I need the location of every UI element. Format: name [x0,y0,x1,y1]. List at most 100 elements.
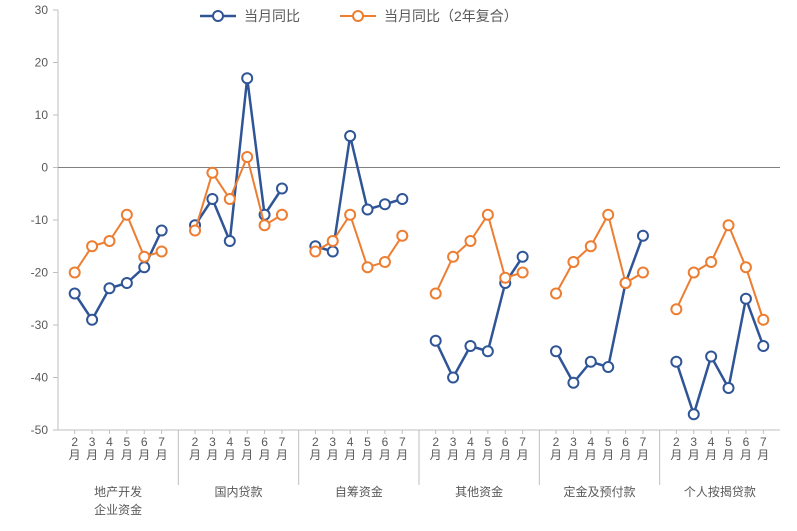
series-marker-yoy [122,278,132,288]
x-month-label: 7月 [637,435,649,462]
x-month-label: 7月 [156,435,168,462]
series-marker-yoy [586,357,596,367]
x-month-label: 7月 [517,435,529,462]
x-month-label: 3月 [206,435,218,462]
legend-label: 当月同比 [244,8,300,24]
series-marker-yoy [345,131,355,141]
series-marker-yoy_2y [190,226,200,236]
series-marker-yoy [139,262,149,272]
y-tick-label: -30 [31,318,49,332]
legend-swatch-marker [353,11,363,21]
x-month-label: 6月 [259,435,271,462]
x-month-label: 5月 [602,435,614,462]
legend-label: 当月同比（2年复合） [384,8,518,24]
x-month-label: 4月 [103,435,115,462]
series-marker-yoy_2y [689,268,699,278]
x-month-label: 2月 [309,435,321,462]
x-month-label: 5月 [723,435,735,462]
series-marker-yoy_2y [621,278,631,288]
series-marker-yoy [724,383,734,393]
series-marker-yoy_2y [310,247,320,257]
series-marker-yoy [603,362,613,372]
series-marker-yoy [638,231,648,241]
series-marker-yoy [87,315,97,325]
legend-swatch-marker [213,11,223,21]
x-month-label: 3月 [688,435,700,462]
series-marker-yoy_2y [207,168,217,178]
chart-svg: -50-40-30-20-1001020302月3月4月5月6月7月地产开发企业… [0,0,797,531]
category-label: 企业资金 [94,502,142,517]
series-marker-yoy [363,205,373,215]
series-marker-yoy_2y [225,194,235,204]
x-month-label: 6月 [379,435,391,462]
series-marker-yoy_2y [104,236,114,246]
series-marker-yoy_2y [568,257,578,267]
x-month-label: 6月 [499,435,511,462]
series-marker-yoy_2y [448,252,458,262]
x-month-label: 2月 [430,435,442,462]
series-marker-yoy_2y [431,289,441,299]
series-marker-yoy [518,252,528,262]
series-marker-yoy [380,199,390,209]
series-marker-yoy [277,184,287,194]
category-label: 地产开发 [94,484,142,499]
series-marker-yoy [741,294,751,304]
series-marker-yoy [483,346,493,356]
series-marker-yoy_2y [87,241,97,251]
x-month-label: 4月 [585,435,597,462]
series-marker-yoy [104,283,114,293]
series-marker-yoy_2y [465,236,475,246]
y-tick-label: -40 [31,371,49,385]
series-marker-yoy_2y [242,152,252,162]
series-marker-yoy [568,378,578,388]
series-marker-yoy [397,194,407,204]
x-month-label: 6月 [138,435,150,462]
series-marker-yoy_2y [380,257,390,267]
y-tick-label: -10 [31,213,49,227]
x-month-label: 3月 [567,435,579,462]
category-label: 个人按揭贷款 [684,484,756,499]
series-line-yoy [556,236,643,383]
series-marker-yoy [207,194,217,204]
series-marker-yoy_2y [671,304,681,314]
series-line-yoy [676,299,763,415]
x-month-label: 5月 [121,435,133,462]
x-month-label: 2月 [189,435,201,462]
x-month-label: 3月 [86,435,98,462]
series-marker-yoy [70,289,80,299]
x-month-label: 5月 [362,435,374,462]
series-marker-yoy_2y [483,210,493,220]
x-month-label: 6月 [620,435,632,462]
series-marker-yoy_2y [345,210,355,220]
series-marker-yoy_2y [157,247,167,257]
series-marker-yoy_2y [706,257,716,267]
series-marker-yoy [157,226,167,236]
series-marker-yoy [242,73,252,83]
series-marker-yoy [465,341,475,351]
series-marker-yoy [431,336,441,346]
x-month-label: 3月 [327,435,339,462]
y-tick-label: -50 [31,423,49,437]
category-label: 国内贷款 [214,485,262,499]
series-line-yoy [315,136,402,252]
series-marker-yoy_2y [724,220,734,230]
series-marker-yoy_2y [397,231,407,241]
x-month-label: 6月 [740,435,752,462]
y-tick-label: -20 [31,266,49,280]
series-marker-yoy_2y [328,236,338,246]
x-month-label: 4月 [705,435,717,462]
category-label: 自筹资金 [335,484,383,499]
x-month-label: 2月 [69,435,81,462]
series-marker-yoy [689,409,699,419]
x-month-label: 2月 [550,435,562,462]
series-marker-yoy_2y [70,268,80,278]
chart-container: -50-40-30-20-1001020302月3月4月5月6月7月地产开发企业… [0,0,797,531]
series-marker-yoy_2y [758,315,768,325]
x-month-label: 7月 [276,435,288,462]
series-marker-yoy_2y [586,241,596,251]
x-month-label: 2月 [670,435,682,462]
x-month-label: 4月 [464,435,476,462]
x-month-label: 5月 [482,435,494,462]
x-month-label: 5月 [241,435,253,462]
series-marker-yoy_2y [741,262,751,272]
